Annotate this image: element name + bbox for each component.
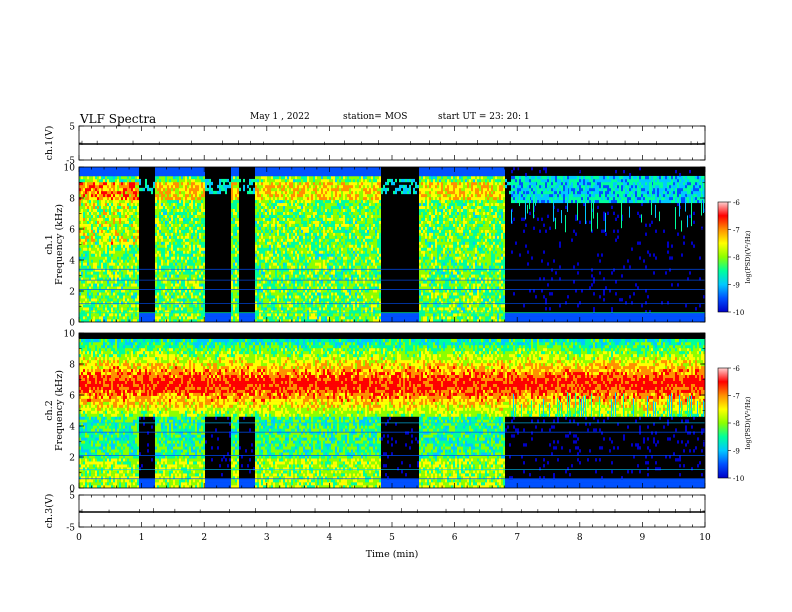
colorbar-tick-label: -6 bbox=[733, 365, 740, 373]
x-tick-label: 1 bbox=[139, 533, 145, 543]
ch1-waveform bbox=[79, 140, 705, 145]
y-tick-label: -5 bbox=[66, 157, 75, 167]
start-time-label: start UT = 23: 20: 1 bbox=[438, 112, 530, 122]
x-tick-label: 2 bbox=[201, 533, 207, 543]
x-tick-label: 6 bbox=[452, 533, 458, 543]
ch2-colorbar: -6 -7 -8 -9 -10 log(PSD)(V²/Hz) bbox=[717, 365, 752, 483]
ch3-waveform bbox=[79, 508, 705, 513]
x-tick-label: 3 bbox=[264, 533, 270, 543]
ch1-ylabel: ch.1(V) bbox=[44, 126, 55, 161]
x-tick-label: 4 bbox=[327, 533, 333, 543]
ch2-spectrogram bbox=[79, 333, 705, 488]
x-tick-label: 10 bbox=[699, 533, 711, 543]
y-tick-label: 2 bbox=[69, 454, 75, 464]
x-tick-label: 7 bbox=[514, 533, 520, 543]
colorbar-tick-label: -6 bbox=[733, 199, 740, 207]
ch2-freq-ylabel: ch.2 bbox=[44, 400, 55, 421]
station-label: station= MOS bbox=[343, 112, 407, 122]
x-tick-label: 9 bbox=[640, 533, 646, 543]
colorbar-tick-label: -7 bbox=[733, 393, 740, 401]
y-tick-label: 2 bbox=[69, 288, 75, 298]
ch1-colorbar: -6 -7 -8 -9 -10 log(PSD)(V²/Hz) bbox=[717, 199, 752, 317]
y-tick-label: 10 bbox=[64, 164, 76, 174]
y-tick-label: 10 bbox=[64, 330, 76, 340]
x-tick-label: 8 bbox=[577, 533, 583, 543]
colorbar-strip bbox=[717, 367, 729, 479]
y-tick-label: 0 bbox=[69, 319, 75, 329]
y-tick-label: 8 bbox=[69, 361, 75, 371]
colorbar-tick-label: -7 bbox=[733, 227, 740, 235]
y-tick-label: 5 bbox=[69, 492, 75, 502]
y-tick-label: -5 bbox=[66, 524, 75, 534]
ch1-waveform-frame bbox=[78, 125, 706, 161]
y-tick-label: 8 bbox=[69, 195, 75, 205]
colorbar-strip bbox=[717, 201, 729, 313]
chart-title: VLF Spectra bbox=[80, 112, 156, 126]
y-tick-label: 0 bbox=[69, 485, 75, 495]
ch2-freq-ylabel: Frequency (kHz) bbox=[54, 370, 65, 451]
y-tick-label: 4 bbox=[69, 257, 75, 267]
colorbar-tick-label: -10 bbox=[733, 309, 744, 317]
x-tick-label: 0 bbox=[76, 533, 82, 543]
y-tick-label: 6 bbox=[69, 226, 75, 236]
colorbar-tick-label: -9 bbox=[733, 282, 740, 290]
colorbar-tick-label: -10 bbox=[733, 475, 744, 483]
ch1-freq-ylabel: Frequency (kHz) bbox=[54, 204, 65, 285]
ch1-spectrogram bbox=[79, 167, 705, 322]
colorbar-tick-label: -8 bbox=[733, 420, 740, 428]
colorbar-tick-label: -8 bbox=[733, 254, 740, 262]
x-tick-label: 5 bbox=[389, 533, 395, 543]
y-tick-label: 5 bbox=[69, 123, 75, 133]
x-axis-label: Time (min) bbox=[366, 549, 419, 560]
colorbar-label: log(PSD)(V²/Hz) bbox=[744, 396, 752, 449]
colorbar-label: log(PSD)(V²/Hz) bbox=[744, 230, 752, 283]
date-label: May 1 , 2022 bbox=[250, 112, 310, 122]
y-tick-label: 6 bbox=[69, 392, 75, 402]
ch3-ylabel: ch.3(V) bbox=[44, 494, 55, 529]
y-tick-label: 4 bbox=[69, 423, 75, 433]
colorbar-tick-label: -9 bbox=[733, 448, 740, 456]
ch1-freq-ylabel: ch.1 bbox=[44, 234, 55, 255]
